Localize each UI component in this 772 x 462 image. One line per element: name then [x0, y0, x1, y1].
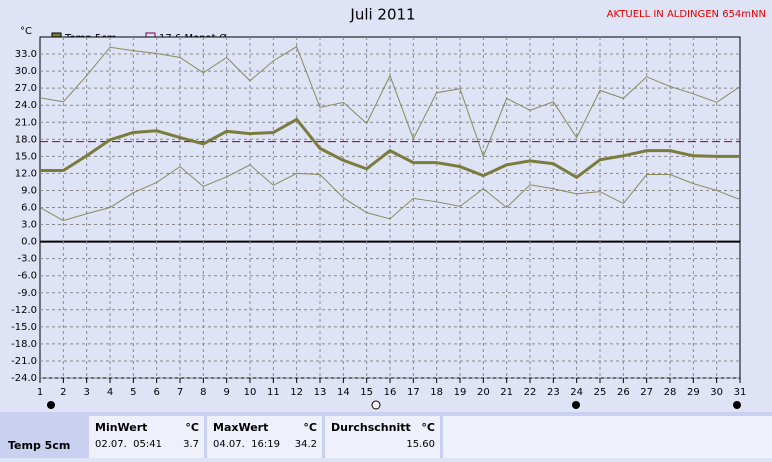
x-tick-label: 29	[687, 387, 700, 398]
stats-value: 15.60	[406, 439, 435, 450]
x-tick-label: 21	[500, 387, 513, 398]
y-tick-label: -15.0	[11, 322, 37, 333]
x-tick-label: 24	[570, 387, 583, 398]
x-tick-label: 13	[314, 387, 327, 398]
x-tick-label: 7	[177, 387, 183, 398]
x-tick-label: 23	[547, 387, 560, 398]
x-tick-label: 18	[430, 387, 443, 398]
stats-header: MinWert	[95, 421, 147, 434]
stats-unit: °C	[303, 421, 317, 434]
x-tick-label: 31	[734, 387, 747, 398]
stats-unit: °C	[421, 421, 435, 434]
x-tick-label: 2	[60, 387, 66, 398]
x-tick-label: 3	[83, 387, 89, 398]
x-tick-label: 28	[664, 387, 677, 398]
x-tick-label: 12	[290, 387, 303, 398]
stats-cell	[325, 416, 440, 458]
y-unit: °C	[20, 26, 32, 37]
x-tick-label: 8	[200, 387, 206, 398]
y-tick-label: 15.0	[15, 151, 37, 162]
moon-icons	[47, 400, 741, 410]
y-tick-label: 30.0	[15, 66, 37, 77]
stats-row-label: Temp 5cm	[8, 439, 70, 452]
stats-value: 3.7	[183, 439, 199, 450]
x-tick-label: 14	[337, 387, 350, 398]
y-tick-label: -24.0	[11, 373, 37, 384]
stats-value: 34.2	[295, 439, 317, 450]
x-tick-label: 9	[223, 387, 229, 398]
x-tick-label: 25	[594, 387, 607, 398]
y-tick-label: 9.0	[21, 185, 37, 196]
x-tick-label: 19	[454, 387, 467, 398]
station-label: AKTUELL IN ALDINGEN 654mNN	[607, 9, 766, 20]
stats-cell	[443, 416, 772, 458]
x-tick-label: 16	[384, 387, 397, 398]
x-tick-label: 6	[153, 387, 159, 398]
y-tick-label: 33.0	[15, 49, 37, 60]
stats-cell	[89, 416, 204, 458]
y-tick-label: 12.0	[15, 168, 37, 179]
x-tick-label: 11	[267, 387, 280, 398]
x-tick-label: 10	[244, 387, 257, 398]
y-tick-label: -3.0	[17, 254, 37, 265]
series-line	[39, 164, 741, 222]
x-tick-label: 15	[360, 387, 373, 398]
series-line	[40, 117, 740, 180]
y-tick-label: -9.0	[17, 288, 37, 299]
x-tick-label: 17	[407, 387, 420, 398]
y-tick-label: -6.0	[17, 271, 37, 282]
stats-unit: °C	[185, 421, 199, 434]
stats-header: Durchschnitt	[331, 421, 411, 434]
stats-cell	[207, 416, 322, 458]
x-tick-label: 22	[524, 387, 537, 398]
y-tick-label: 0.0	[21, 237, 37, 248]
y-tick-label: 18.0	[15, 134, 37, 145]
y-tick-label: -18.0	[11, 339, 37, 350]
y-tick-label: 27.0	[15, 83, 37, 94]
stats-time: 04.07. 16:19	[213, 439, 280, 450]
x-tick-label: 30	[710, 387, 723, 398]
y-tick-label: -21.0	[11, 356, 37, 367]
y-tick-label: 6.0	[21, 203, 37, 214]
x-tick-label: 26	[617, 387, 630, 398]
x-tick-label: 1	[37, 387, 43, 398]
y-tick-label: -12.0	[11, 305, 37, 316]
chart-title: Juli 2011	[349, 6, 415, 24]
y-tick-label: 3.0	[21, 220, 37, 231]
x-tick-label: 27	[640, 387, 653, 398]
x-tick-label: 20	[477, 387, 490, 398]
y-tick-label: 21.0	[15, 117, 37, 128]
series-line	[39, 45, 741, 158]
y-tick-label: 24.0	[15, 100, 37, 111]
x-tick-label: 4	[107, 387, 113, 398]
x-tick-label: 5	[130, 387, 136, 398]
stats-header: MaxWert	[213, 421, 268, 434]
stats-time: 02.07. 05:41	[95, 439, 162, 450]
